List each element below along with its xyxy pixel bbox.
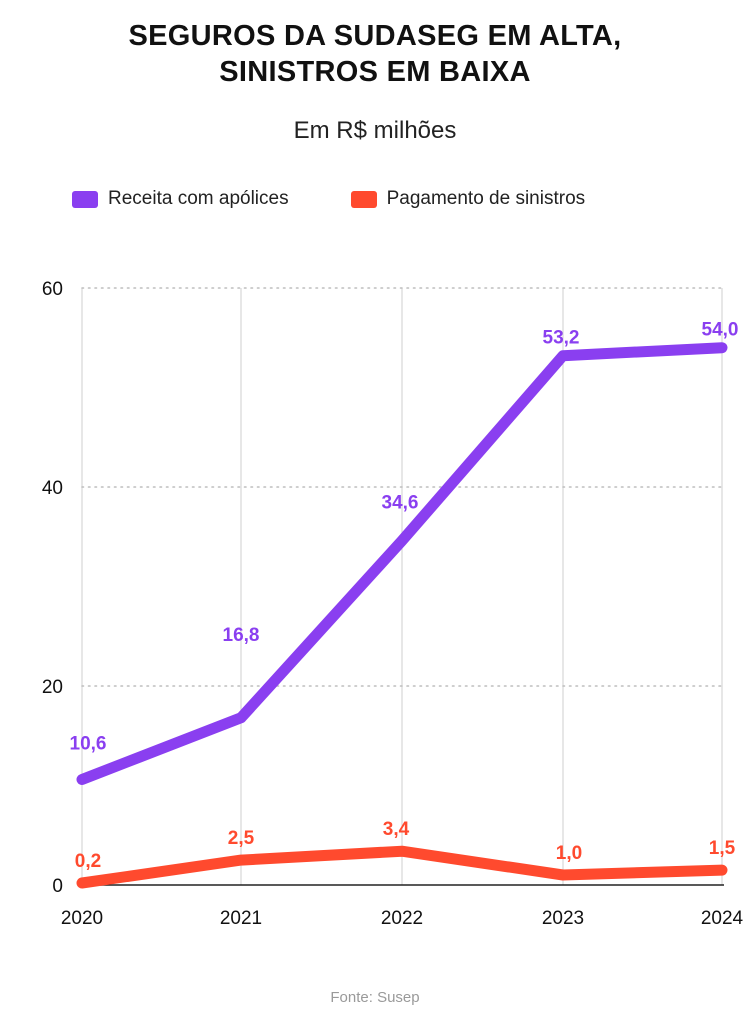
legend-item-receita: Receita com apólices <box>72 188 289 210</box>
x-tick-label-2024: 2024 <box>701 908 744 929</box>
source-note: Fonte: Susep <box>330 989 420 1006</box>
x-tick-label-2021: 2021 <box>220 908 262 929</box>
y-tick-label: 20 <box>42 677 63 698</box>
chart-title: SEGUROS DA SUDASEG EM ALTA, SINISTROS EM… <box>0 18 750 90</box>
legend-label-receita: Receita com apólices <box>108 188 289 209</box>
data-label-receita-2023: 53,2 <box>543 328 580 349</box>
series-line-receita <box>76 342 728 785</box>
legend-item-sinistros: Pagamento de sinistros <box>350 188 586 210</box>
series-line-sinistros <box>76 845 728 889</box>
data-label-sinistros-2024: 1,5 <box>709 838 736 859</box>
x-tick-label-2023: 2023 <box>542 908 584 929</box>
data-label-sinistros-2021: 2,5 <box>228 828 255 849</box>
y-tick-label: 40 <box>42 478 63 499</box>
data-label-receita-2022: 34,6 <box>382 493 419 514</box>
chart-legend: Receita com apólices Pagamento de sinist… <box>72 188 647 210</box>
chart-title-line-2: SINISTROS EM BAIXA <box>219 56 531 88</box>
legend-label-sinistros: Pagamento de sinistros <box>386 188 586 209</box>
data-label-sinistros-2020: 0,2 <box>75 851 101 872</box>
data-label-sinistros-2022: 3,4 <box>383 819 410 840</box>
data-label-receita-2021: 16,8 <box>223 625 260 646</box>
y-tick-label: 0 <box>52 876 63 897</box>
x-tick-label-2020: 2020 <box>61 908 103 929</box>
legend-swatch-receita <box>72 190 98 208</box>
x-tick-label-2022: 2022 <box>381 908 423 929</box>
legend-swatch-sinistros <box>350 190 377 208</box>
data-label-receita-2020: 10,6 <box>70 734 107 755</box>
chart-subtitle: Em R$ milhões <box>293 117 457 144</box>
chart-title-line-1: SEGUROS DA SUDASEG EM ALTA, <box>128 20 622 52</box>
data-label-sinistros-2023: 1,0 <box>556 843 582 864</box>
y-tick-label: 60 <box>42 279 63 300</box>
data-label-receita-2024: 54,0 <box>702 320 739 341</box>
